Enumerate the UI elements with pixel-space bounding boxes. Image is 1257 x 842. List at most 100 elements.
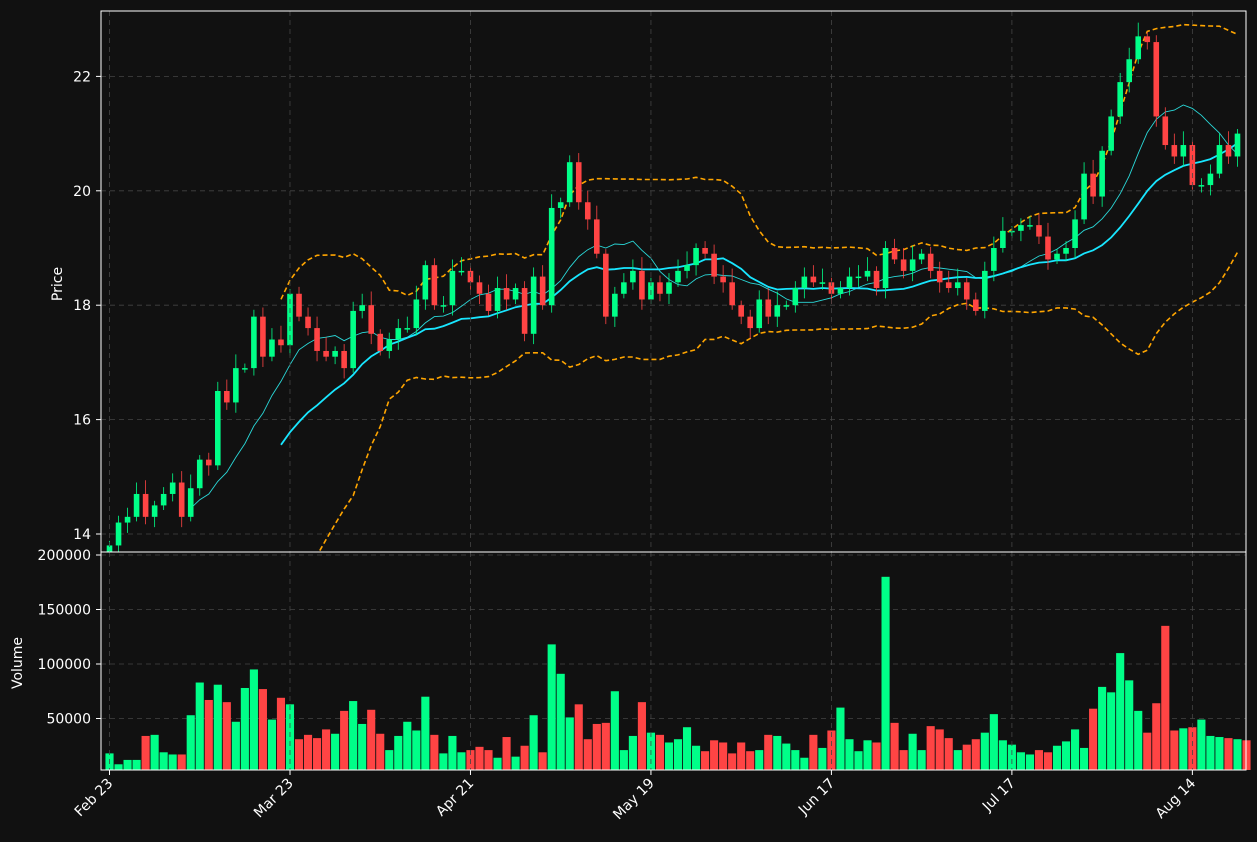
candle-body	[1225, 145, 1232, 157]
candle-body	[160, 493, 167, 506]
volume-bar	[719, 742, 728, 770]
candle-body	[1162, 116, 1169, 146]
candle-body	[413, 299, 420, 329]
volume-bar	[592, 723, 601, 770]
volume-bar	[285, 704, 295, 770]
candle-body	[927, 253, 934, 271]
volume-bar	[1197, 719, 1206, 770]
candle-body	[1000, 230, 1006, 248]
volume-bar	[1007, 744, 1016, 770]
volume-bar	[710, 740, 719, 770]
candle-body	[1180, 145, 1187, 157]
candle-body	[503, 288, 510, 300]
candle-body	[693, 248, 699, 266]
candle-body	[982, 270, 988, 311]
price-axis-label: Price	[50, 267, 66, 301]
candle-body	[963, 282, 970, 300]
volume-bar	[610, 691, 619, 770]
candle-body	[341, 350, 347, 369]
candle-body	[476, 282, 483, 294]
price-tick-label: 20	[73, 184, 91, 200]
candle-body	[323, 350, 329, 357]
volume-bar	[403, 721, 412, 770]
candle-body	[729, 282, 735, 306]
candle-body	[1144, 36, 1151, 43]
volume-bar	[457, 752, 466, 770]
volume-bar	[376, 733, 385, 770]
candle-body	[575, 162, 582, 203]
volume-bar	[1116, 653, 1125, 770]
volume-bar	[367, 709, 376, 770]
bollinger-lower-line	[318, 251, 1239, 552]
candle-body	[603, 253, 609, 317]
candle-body	[278, 339, 284, 346]
volume-bar	[1179, 728, 1188, 770]
candle-body	[810, 276, 817, 283]
volume-panel: 50000 100000 150000 200000 Volume	[10, 548, 1251, 770]
volume-bar	[276, 697, 286, 770]
bollinger-bands	[280, 23, 1239, 552]
price-tick-label: 18	[73, 298, 91, 314]
volume-bar	[953, 750, 962, 770]
candle-body	[1018, 225, 1024, 231]
volume-bar	[619, 750, 628, 770]
volume-bar	[556, 673, 565, 770]
candle-body	[801, 276, 808, 289]
candle-body	[864, 270, 871, 277]
volume-axis-ticks: 50000 100000 150000 200000	[38, 548, 101, 728]
volume-bar	[1215, 737, 1224, 770]
candle-body	[837, 288, 844, 294]
volume-bar	[484, 750, 493, 770]
candle-body	[169, 482, 176, 494]
volume-bars	[105, 576, 1251, 770]
candle-body	[350, 310, 356, 369]
candle-body	[377, 333, 384, 351]
volume-bar	[1098, 686, 1107, 770]
candle-body	[774, 305, 781, 317]
price-panel: 14 16 18 20 22 Price	[50, 22, 1246, 552]
volume-bar	[511, 756, 520, 770]
volume-bar	[394, 735, 403, 770]
volume-bar	[737, 742, 746, 770]
volume-bar	[809, 734, 818, 770]
candle-body	[1117, 82, 1123, 117]
volume-tick-label: 100000	[38, 657, 91, 673]
candle-body	[269, 339, 275, 357]
volume-bar	[159, 752, 168, 770]
candle-body	[1216, 145, 1223, 174]
volume-bar	[583, 739, 592, 770]
candle-body	[124, 516, 131, 523]
candle-body	[1027, 225, 1033, 227]
volume-bar	[1242, 740, 1251, 770]
candle-body	[440, 305, 447, 307]
candle-body	[584, 202, 591, 220]
candle-body	[187, 488, 194, 517]
candle-body	[1135, 36, 1142, 60]
volume-bar	[385, 750, 394, 770]
volume-bar	[1043, 752, 1053, 770]
candle-body	[991, 248, 997, 271]
volume-bar	[637, 702, 646, 770]
candle-body	[395, 328, 402, 340]
volume-bar	[1152, 703, 1161, 770]
volume-bar	[231, 721, 240, 770]
price-axis-ticks: 14 16 18 20 22	[73, 69, 101, 543]
volume-bar	[1016, 752, 1025, 770]
candle-body	[918, 253, 925, 260]
volume-bar	[691, 745, 701, 770]
candle-body	[1081, 173, 1087, 220]
candles	[106, 22, 1241, 552]
volume-bar	[132, 759, 141, 770]
candle-body	[819, 282, 826, 284]
candle-body	[738, 305, 744, 317]
candle-body	[900, 259, 907, 271]
volume-bar	[267, 719, 277, 770]
candle-body	[1072, 219, 1078, 248]
volume-bar	[935, 729, 944, 770]
volume-bar	[168, 754, 177, 770]
candle-body	[756, 299, 763, 329]
volume-bar	[917, 750, 926, 770]
volume-bar	[773, 735, 782, 770]
candle-body	[1063, 248, 1069, 254]
